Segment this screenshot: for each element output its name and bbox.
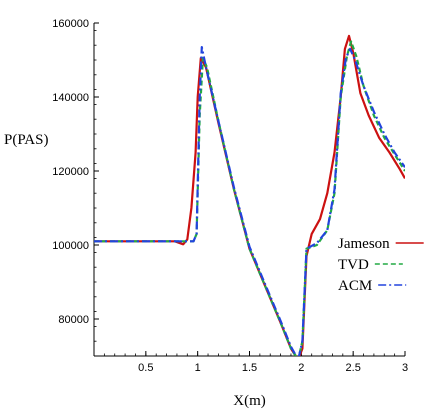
series-line-acm	[94, 46, 405, 356]
ticks: 0.5 1 1.5 2 2.5 3 80000 100000 120000 140000 16000…	[52, 18, 408, 374]
y-tick-label: 160000	[52, 18, 89, 30]
plot-area	[94, 34, 405, 356]
legend-label-tvd: TVD	[338, 257, 369, 273]
y-tick-label: 100000	[52, 240, 89, 252]
x-tick-label: 0.5	[138, 362, 153, 374]
x-axis-title: X(m)	[233, 393, 266, 409]
y-axis-title: P(PAS)	[4, 132, 48, 148]
y-tick-label: 140000	[52, 92, 89, 104]
x-tick-label: 1	[195, 362, 201, 374]
y-tick-label: 80000	[58, 314, 89, 326]
series-line-jameson	[94, 34, 405, 356]
legend-label-acm: ACM	[338, 278, 372, 294]
x-tick-label: 2	[298, 362, 304, 374]
legend: Jameson TVD ACM	[338, 236, 424, 294]
x-tick-label: 3	[402, 362, 408, 374]
x-tick-label: 1.5	[242, 362, 257, 374]
x-tick-label: 2.5	[346, 362, 361, 374]
legend-label-jameson: Jameson	[338, 236, 390, 252]
series-line-tvd	[94, 40, 405, 356]
y-tick-label: 120000	[52, 166, 89, 178]
